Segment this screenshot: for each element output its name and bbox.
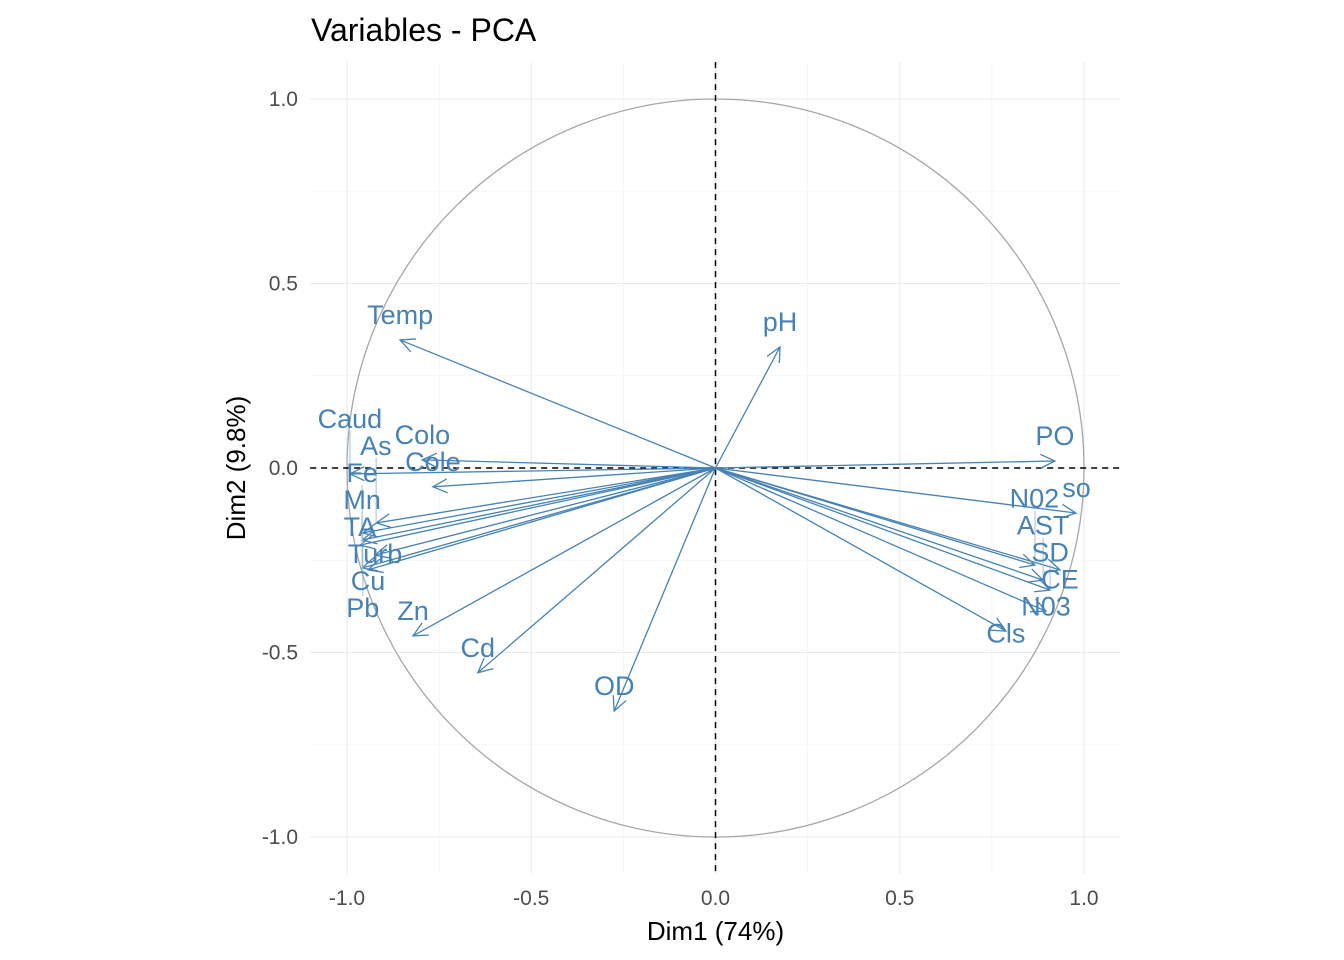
arrow-Cole bbox=[432, 467, 716, 488]
arrow-CE bbox=[715, 467, 1061, 571]
y-tick-label: 0.0 bbox=[269, 457, 298, 480]
variable-label: Cd bbox=[461, 633, 496, 663]
variable-label: N03 bbox=[1021, 592, 1071, 622]
arrow-Colo bbox=[422, 459, 716, 469]
label-leader-lines bbox=[349, 430, 1051, 596]
arrowhead-Turb bbox=[373, 544, 391, 559]
arrow-Cd bbox=[477, 467, 716, 674]
variable-label: Pb bbox=[346, 593, 379, 623]
y-tick-label: 1.0 bbox=[269, 88, 298, 111]
x-tick-labels: -1.0 -0.5 0.0 0.5 1.0 bbox=[329, 887, 1099, 910]
variable-label: N02 bbox=[1010, 484, 1060, 514]
arrowhead-Cu bbox=[366, 558, 384, 574]
variable-label: CE bbox=[1041, 565, 1079, 595]
y-tick-label: -0.5 bbox=[262, 642, 298, 665]
variable-arrows bbox=[348, 338, 1078, 713]
arrowhead-Cd bbox=[476, 657, 494, 674]
variable-label: SD bbox=[1031, 538, 1069, 568]
variable-label: Caud bbox=[318, 404, 383, 434]
variable-label: Temp bbox=[367, 300, 433, 330]
arrowhead-Zn bbox=[411, 622, 429, 637]
arrow-Cu bbox=[367, 467, 716, 571]
variable-label: Zn bbox=[397, 596, 429, 626]
arrow-Turb bbox=[374, 467, 716, 556]
arrow-Fe bbox=[361, 467, 716, 541]
variable-label: OD bbox=[594, 671, 635, 701]
arrow-Temp bbox=[399, 339, 716, 469]
variable-label: TA bbox=[344, 512, 377, 542]
reference-lines bbox=[310, 62, 1121, 874]
arrowhead-TA bbox=[358, 534, 376, 550]
y-tick-label: -1.0 bbox=[262, 826, 298, 849]
arrow-Pb bbox=[362, 467, 716, 534]
y-tick-label: 0.5 bbox=[269, 273, 298, 296]
arrowhead-so bbox=[1060, 503, 1078, 519]
arrow-N03 bbox=[715, 467, 1047, 612]
arrow-TA bbox=[359, 467, 716, 546]
arrowhead-PO bbox=[1040, 453, 1057, 469]
x-axis-label: Dim1 (74%) bbox=[647, 916, 784, 946]
arrow-OD bbox=[613, 467, 717, 712]
y-axis-label: Dim2 (9.8%) bbox=[221, 396, 251, 540]
x-tick-label: -1.0 bbox=[329, 887, 365, 910]
arrowhead-N03 bbox=[1030, 598, 1048, 613]
x-tick-label: -0.5 bbox=[513, 887, 549, 910]
arrowhead-Temp bbox=[398, 338, 417, 353]
arrowhead-Cole bbox=[431, 478, 448, 494]
variable-label: AST bbox=[1017, 511, 1070, 541]
chart-title: Variables - PCA bbox=[311, 12, 537, 48]
arrow-SD bbox=[715, 467, 1051, 591]
variable-label: As bbox=[360, 431, 392, 461]
arrowhead-OD bbox=[612, 695, 627, 713]
arrow-AST bbox=[715, 467, 1044, 581]
arrow-Cls bbox=[715, 467, 1007, 632]
variable-label: Cu bbox=[351, 566, 386, 596]
variable-label: Mn bbox=[343, 485, 381, 515]
variable-label: PO bbox=[1035, 421, 1074, 451]
arrow-Caud bbox=[349, 467, 716, 475]
arrow-PO bbox=[715, 460, 1055, 469]
x-tick-label: 0.5 bbox=[885, 887, 914, 910]
arrowhead-CE bbox=[1044, 558, 1062, 574]
y-tick-labels: 1.0 0.5 0.0 -0.5 -1.0 bbox=[262, 88, 298, 849]
variable-label: pH bbox=[763, 307, 798, 337]
arrow-so bbox=[715, 467, 1076, 514]
x-tick-label: 0.0 bbox=[701, 887, 730, 910]
variable-label: Fe bbox=[346, 458, 378, 488]
arrowhead-Cls bbox=[989, 617, 1008, 632]
variable-label: Colo bbox=[395, 420, 451, 450]
x-tick-label: 1.0 bbox=[1069, 887, 1098, 910]
arrow-pH bbox=[714, 346, 781, 469]
variable-label: so bbox=[1062, 473, 1091, 503]
variable-label: Turb bbox=[348, 539, 403, 569]
arrowhead-Colo bbox=[420, 452, 438, 468]
arrow-As bbox=[376, 467, 716, 524]
variable-label: Cole bbox=[405, 447, 461, 477]
variable-label: Cls bbox=[986, 619, 1025, 649]
arrowhead-pH bbox=[766, 345, 781, 363]
arrow-Zn bbox=[412, 467, 716, 637]
